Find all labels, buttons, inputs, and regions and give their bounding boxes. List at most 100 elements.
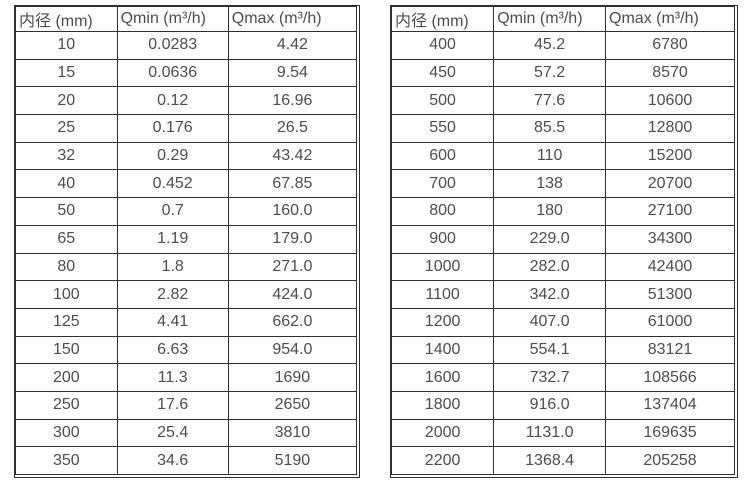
table-row: 65 1.19 179.0	[15, 224, 358, 254]
table-cell: 6780	[605, 31, 735, 60]
table-cell: 12800	[605, 114, 735, 143]
table-row: 300 25.4 3810	[15, 418, 358, 448]
table-cell: 85.5	[493, 114, 607, 143]
table-cell: 160.0	[227, 197, 358, 226]
table-row: 550 85.5 12800	[390, 114, 735, 143]
table-cell: 65	[15, 224, 118, 254]
table-cell: 600	[390, 141, 495, 171]
table-cell: 1200	[390, 307, 495, 337]
table-cell: 34300	[605, 224, 735, 254]
table-cell: 1.19	[116, 224, 229, 254]
table-row: 1000 282.0 42400	[390, 252, 735, 282]
table-cell: 17.6	[116, 390, 229, 420]
table-row: 400 45.2 6780	[390, 31, 735, 60]
table-cell: 169635	[605, 418, 735, 448]
table-cell: 0.0636	[116, 58, 229, 88]
table-row: 32 0.29 43.42	[15, 141, 358, 171]
header-row: 内径 (mm) Qmin (m³/h) Qmax (m³/h)	[15, 6, 358, 32]
table-cell: 450	[390, 58, 495, 88]
column-header: 内径 (mm)	[15, 6, 118, 32]
table-cell: 80	[15, 252, 118, 282]
table-cell: 0.176	[116, 114, 229, 143]
table-cell: 282.0	[493, 252, 607, 282]
table-cell: 3810	[227, 418, 358, 448]
table-cell: 51300	[605, 280, 735, 309]
table-cell: 2200	[390, 446, 495, 475]
table-row: 900 229.0 34300	[390, 224, 735, 254]
table-cell: 26.5	[227, 114, 358, 143]
table-row: 150 6.63 954.0	[15, 335, 358, 365]
table-cell: 25.4	[116, 418, 229, 448]
table-cell: 1400	[390, 335, 495, 365]
table-cell: 137404	[605, 390, 735, 420]
table-cell: 700	[390, 169, 495, 199]
table-cell: 15200	[605, 141, 735, 171]
table-cell: 4.42	[227, 31, 358, 60]
table-cell: 100	[15, 280, 118, 309]
table-cell: 42400	[605, 252, 735, 282]
table-cell: 200	[15, 363, 118, 392]
table-row: 1400 554.1 83121	[390, 335, 735, 365]
header-row: 内径 (mm) Qmin (m³/h) Qmax (m³/h)	[390, 6, 735, 32]
table-cell: 1368.4	[493, 446, 607, 475]
table-cell: 2.82	[116, 280, 229, 309]
table-cell: 407.0	[493, 307, 607, 337]
table-cell: 5190	[227, 446, 358, 475]
column-header: Qmin (m³/h)	[493, 6, 607, 32]
flow-table-large-diameters: 内径 (mm) Qmin (m³/h) Qmax (m³/h) 400 45.2 678…	[390, 5, 738, 478]
table-cell: 800	[390, 197, 495, 226]
table-cell: 10600	[605, 86, 735, 116]
table-cell: 138	[493, 169, 607, 199]
table-cell: 45.2	[493, 31, 607, 60]
table-cell: 25	[15, 114, 118, 143]
table-row: 1100 342.0 51300	[390, 280, 735, 309]
table-row: 500 77.6 10600	[390, 86, 735, 116]
table-cell: 250	[15, 390, 118, 420]
table-cell: 11.3	[116, 363, 229, 392]
table-cell: 350	[15, 446, 118, 475]
table-cell: 500	[390, 86, 495, 116]
table-cell: 0.29	[116, 141, 229, 171]
table-cell: 10	[15, 31, 118, 60]
table-cell: 125	[15, 307, 118, 337]
table-cell: 954.0	[227, 335, 358, 365]
table-row: 2200 1368.4 205258	[390, 446, 735, 475]
table-cell: 662.0	[227, 307, 358, 337]
table-row: 350 34.6 5190	[15, 446, 358, 475]
table-row: 80 1.8 271.0	[15, 252, 358, 282]
table-cell: 15	[15, 58, 118, 88]
table-row: 2000 1131.0 169635	[390, 418, 735, 448]
data-table: 内径 (mm) Qmin (m³/h) Qmax (m³/h) 10 0.0283 4.…	[15, 6, 358, 475]
table-cell: 1000	[390, 252, 495, 282]
table-cell: 0.0283	[116, 31, 229, 60]
table-cell: 32	[15, 141, 118, 171]
table-cell: 57.2	[493, 58, 607, 88]
table-row: 100 2.82 424.0	[15, 280, 358, 309]
flow-table-small-diameters: 内径 (mm) Qmin (m³/h) Qmax (m³/h) 10 0.0283 4.…	[14, 5, 360, 478]
table-row: 600 110 15200	[390, 141, 735, 171]
table-cell: 67.85	[227, 169, 358, 199]
table-cell: 1800	[390, 390, 495, 420]
table-cell: 2650	[227, 390, 358, 420]
table-row: 1800 916.0 137404	[390, 390, 735, 420]
table-cell: 9.54	[227, 58, 358, 88]
column-header: Qmax (m³/h)	[227, 6, 358, 32]
table-cell: 34.6	[116, 446, 229, 475]
table-row: 40 0.452 67.85	[15, 169, 358, 199]
table-cell: 1690	[227, 363, 358, 392]
table-cell: 180	[493, 197, 607, 226]
table-cell: 27100	[605, 197, 735, 226]
table-row: 800 180 27100	[390, 197, 735, 226]
table-cell: 900	[390, 224, 495, 254]
table-cell: 6.63	[116, 335, 229, 365]
table-row: 1600 732.7 108566	[390, 363, 735, 392]
table-cell: 179.0	[227, 224, 358, 254]
table-cell: 229.0	[493, 224, 607, 254]
data-table: 内径 (mm) Qmin (m³/h) Qmax (m³/h) 400 45.2 678…	[390, 6, 735, 475]
table-cell: 20	[15, 86, 118, 116]
table-cell: 20700	[605, 169, 735, 199]
table-cell: 300	[15, 418, 118, 448]
table-cell: 1131.0	[493, 418, 607, 448]
table-cell: 50	[15, 197, 118, 226]
